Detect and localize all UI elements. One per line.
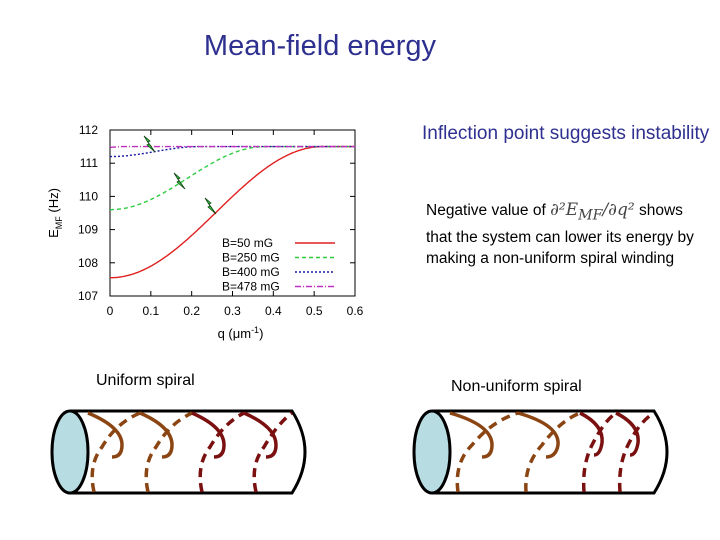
lightning-icon bbox=[173, 172, 186, 190]
lightning-icon bbox=[143, 135, 156, 153]
cylinder-body bbox=[70, 409, 307, 495]
series-line bbox=[110, 145, 355, 148]
x-tick-label: 0.5 bbox=[306, 304, 323, 318]
uniform-spiral-label: Uniform spiral bbox=[96, 372, 195, 389]
spiral-back-segment bbox=[198, 411, 245, 493]
inflection-annotation: Inflection point suggests instability bbox=[422, 123, 710, 144]
spiral-front-segment bbox=[615, 411, 640, 457]
cylinder-end-cap bbox=[412, 409, 452, 495]
formula-head: ∂²E bbox=[550, 200, 579, 220]
cylinder-body bbox=[432, 409, 669, 495]
spiral-back-segment bbox=[455, 411, 519, 493]
y-tick-label: 107 bbox=[78, 289, 98, 303]
spiral-back-segment bbox=[581, 411, 618, 493]
x-tick-label: 0.2 bbox=[183, 304, 200, 318]
y-tick-label: 108 bbox=[78, 256, 98, 270]
spiral-front-segment bbox=[517, 411, 560, 459]
nonuniform-spiral-diagram bbox=[412, 409, 669, 495]
y-tick-label: 110 bbox=[79, 189, 98, 203]
spiral-back-segment bbox=[252, 411, 294, 493]
slide-title: Mean-field energy bbox=[203, 30, 437, 62]
formula: ∂²EMF/∂q² bbox=[550, 200, 635, 224]
y-tick-label: 109 bbox=[78, 223, 98, 237]
lightning-icon bbox=[204, 197, 217, 215]
legend-label: B=50 mG bbox=[222, 236, 273, 250]
spiral-back-segment bbox=[144, 411, 193, 493]
series-line bbox=[110, 145, 355, 211]
chart-plot-area: 0 0.1 0.2 0.3 0.4 0.5 0.6 107 108 109 110 111 112 q (… bbox=[46, 123, 364, 341]
nonuniform-spiral-label: Non-uniform spiral bbox=[451, 378, 582, 395]
series-line bbox=[110, 145, 355, 158]
y-axis-label: EMF (Hz) bbox=[46, 188, 64, 238]
legend-label: B=250 mG bbox=[222, 251, 280, 265]
x-tick-label: 0 bbox=[107, 304, 114, 318]
y-tick-label: 111 bbox=[80, 156, 99, 170]
x-tick-label: 0.1 bbox=[142, 304, 159, 318]
spiral-front-segment bbox=[579, 411, 604, 457]
formula-rest: /∂q² bbox=[602, 200, 635, 220]
spiral-back-segment bbox=[90, 411, 141, 493]
x-tick-label: 0.4 bbox=[265, 304, 282, 318]
spiral-back-segment bbox=[617, 411, 655, 493]
annotation-suffix: shows that the system can lower its ener… bbox=[426, 202, 694, 268]
formula-sub: MF bbox=[578, 207, 603, 224]
uniform-spiral-diagram bbox=[50, 409, 307, 495]
x-tick-label: 0.6 bbox=[347, 304, 364, 318]
negative-value-annotation: Negative value of ∂²EMF/∂q² shows that t… bbox=[426, 200, 711, 270]
x-tick-label: 0.3 bbox=[224, 304, 241, 318]
x-axis-label: q (μm-1) bbox=[218, 325, 264, 341]
legend-label: B=478 mG bbox=[222, 280, 280, 294]
spiral-front-segment bbox=[449, 411, 494, 459]
spiral-front-segment bbox=[243, 411, 278, 459]
cylinder-end-cap bbox=[50, 409, 90, 495]
legend-label: B=400 mG bbox=[222, 265, 280, 279]
spiral-front-segment bbox=[139, 411, 174, 459]
spiral-back-segment bbox=[524, 411, 581, 493]
lightning-markers bbox=[143, 135, 217, 215]
spiral-front-segment bbox=[191, 411, 226, 459]
y-tick-label: 112 bbox=[79, 123, 98, 137]
spiral-front-segment bbox=[87, 411, 124, 459]
annotation-prefix: Negative value of bbox=[426, 202, 546, 219]
